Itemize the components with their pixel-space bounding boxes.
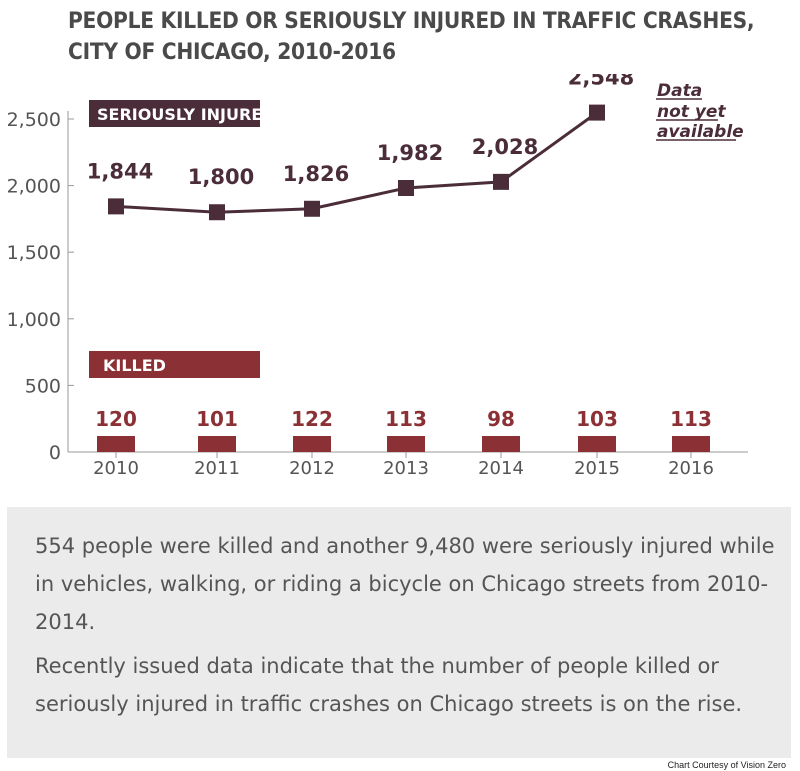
series-label-killed: KILLED	[103, 356, 166, 375]
point-injured	[108, 198, 124, 215]
x-tick-label: 2013	[383, 458, 429, 479]
annotation-line: Data	[657, 81, 702, 101]
title-line-1: PEOPLE KILLED OR SERIOUSLY INJURED IN TR…	[68, 9, 755, 34]
bar-killed	[482, 436, 520, 452]
data-label-killed: 98	[487, 407, 515, 431]
data-label-killed: 122	[291, 407, 333, 431]
series-label-injured: SERIOUSLY INJURED	[97, 105, 276, 124]
x-tick-label: 2012	[289, 458, 335, 479]
x-tick-label: 2015	[574, 458, 620, 479]
annotation-line: available	[657, 122, 744, 142]
data-label-injured: 1,982	[377, 141, 443, 165]
chart: 0 500 1,000 1,500 2,000 2,500 2010 2011 2012 2013…	[7, 74, 748, 479]
line-injured	[115, 111, 598, 214]
data-label-killed: 120	[95, 407, 137, 431]
x-tick-label: 2011	[194, 458, 240, 479]
series-label-box-killed	[89, 351, 260, 378]
data-label-killed: 113	[385, 407, 427, 431]
y-tick-label: 1,000	[7, 309, 61, 331]
title-line-2: CITY OF CHICAGO, 2010-2016	[68, 40, 396, 65]
y-tick-label: 1,500	[7, 242, 61, 264]
bar-killed	[293, 436, 331, 452]
bar-killed	[672, 436, 710, 452]
point-injured	[589, 104, 605, 121]
point-injured	[304, 200, 320, 217]
data-label-killed: 103	[576, 407, 618, 431]
data-label-killed: 101	[196, 407, 238, 431]
bar-killed	[578, 436, 616, 452]
series-label-box-injured	[89, 100, 260, 127]
chart-credit: Chart Courtesy of Vision Zero	[667, 760, 786, 770]
point-injured	[209, 204, 225, 221]
y-tick-label: 500	[25, 375, 61, 397]
x-tick-label: 2010	[93, 458, 139, 479]
point-injured	[493, 173, 509, 190]
summary-paragraph-1: 554 people were killed and another 9,480…	[35, 534, 775, 634]
data-label-injured: 1,800	[188, 165, 254, 189]
data-label-injured: 2,028	[472, 135, 538, 159]
y-tick-label: 2,000	[7, 176, 61, 198]
bar-killed	[198, 436, 236, 452]
data-label-injured: 1,826	[283, 162, 349, 186]
x-tick-label: 2016	[668, 458, 714, 479]
y-tick-label: 2,500	[7, 109, 61, 131]
annotation-line: not yet	[657, 102, 726, 122]
bar-killed	[387, 436, 425, 452]
bar-killed	[97, 436, 135, 452]
y-tick-label: 0	[49, 442, 61, 464]
data-label-injured: 1,844	[87, 159, 153, 183]
point-injured	[398, 179, 414, 196]
summary-paragraph-2: Recently issued data indicate that the n…	[35, 654, 743, 716]
data-label-injured: 2,548	[568, 74, 634, 90]
summary-panel: 554 people were killed and another 9,480…	[7, 507, 791, 758]
chart-title: PEOPLE KILLED OR SERIOUSLY INJURED IN TR…	[68, 6, 755, 68]
data-label-killed: 113	[670, 407, 712, 431]
x-tick-label: 2014	[478, 458, 524, 479]
